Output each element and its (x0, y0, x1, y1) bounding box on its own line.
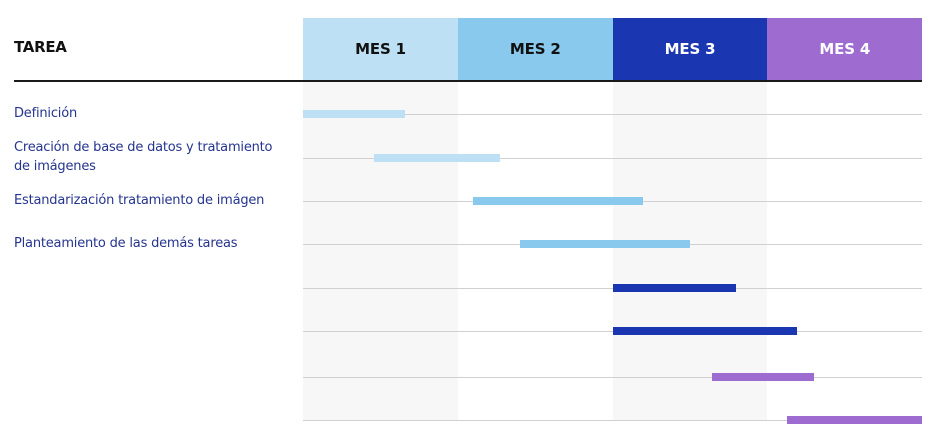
task-bar (374, 154, 500, 162)
task-bar (303, 110, 406, 118)
month-header-2: MES 2 (457, 18, 613, 80)
task-column-header: TAREA (14, 38, 67, 56)
month-header-4: MES 4 (767, 18, 923, 80)
task-bar (612, 327, 797, 335)
task-bar (711, 373, 814, 381)
row-gridline (303, 158, 922, 159)
task-bar (787, 416, 922, 424)
month-header-1: MES 1 (303, 18, 458, 80)
task-label: Definición (14, 106, 78, 121)
header-rule (14, 80, 922, 82)
task-label: Planteamiento de las demás tareas (14, 236, 238, 251)
task-label: Estandarización tratamiento de imágen (14, 193, 265, 208)
task-bar (519, 240, 690, 248)
row-gridline (303, 114, 922, 115)
task-label: Creación de base de datos y tratamiento … (14, 140, 273, 174)
task-bar (612, 284, 737, 292)
month-column-shade-1 (303, 82, 458, 420)
row-gridline (303, 420, 922, 421)
month-column-shade-3 (612, 82, 768, 420)
task-bar (473, 197, 644, 205)
month-header-3: MES 3 (612, 18, 768, 80)
row-gridline (303, 377, 922, 378)
